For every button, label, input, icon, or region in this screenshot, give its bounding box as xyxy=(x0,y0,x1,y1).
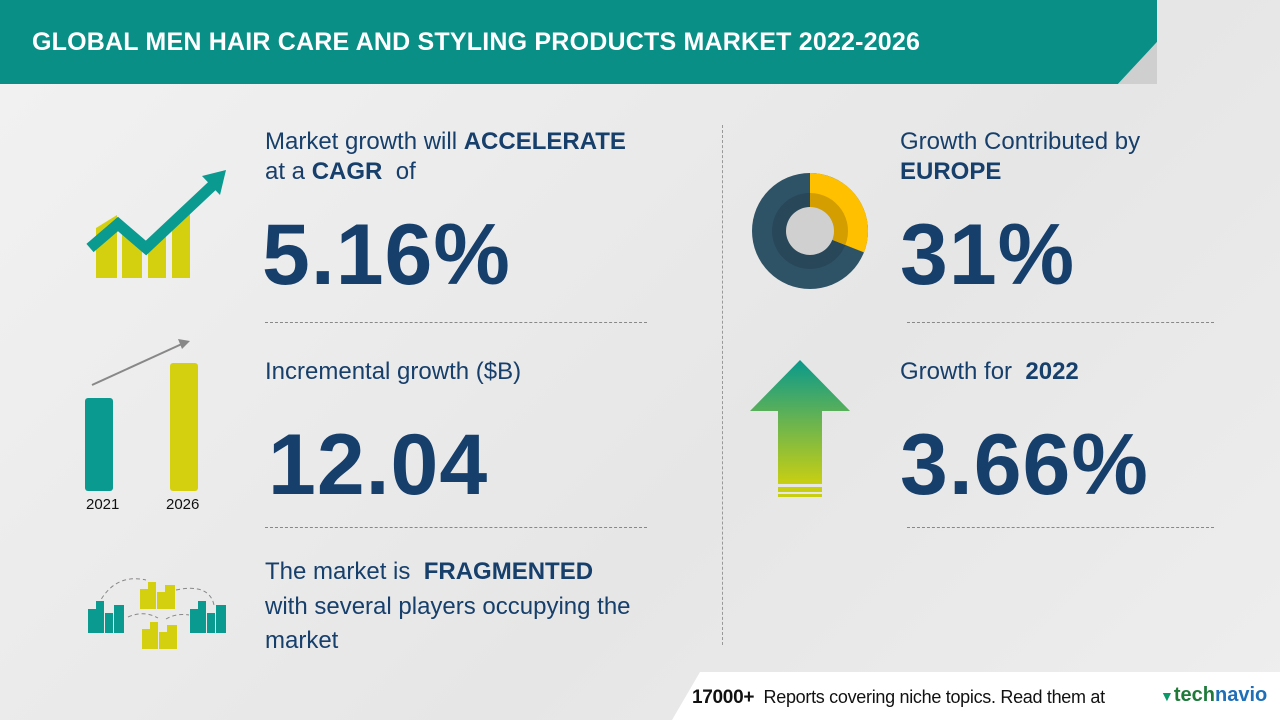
cagr-line1: Market growth will ACCELERATE xyxy=(265,128,626,155)
title-banner xyxy=(0,0,1157,84)
incremental-value: 12.04 xyxy=(268,417,489,513)
fragmented-line3: market xyxy=(265,627,339,654)
bar-year-2021: 2021 xyxy=(86,496,120,513)
technavio-logo[interactable]: ▼technavio xyxy=(1160,684,1268,706)
vertical-divider xyxy=(722,125,723,645)
footer-text: 17000+ Reports covering niche topics. Re… xyxy=(692,687,1105,708)
page-title: GLOBAL MEN HAIR CARE AND STYLING PRODUCT… xyxy=(32,28,921,56)
divider xyxy=(265,322,647,323)
fragmented-line1: The market is FRAGMENTED xyxy=(265,558,594,585)
divider xyxy=(265,527,647,528)
cagr-value: 5.16% xyxy=(262,207,511,303)
region-name: EUROPE xyxy=(900,158,1002,185)
region-value: 31% xyxy=(900,207,1076,303)
yoy-value: 3.66% xyxy=(900,417,1149,513)
growth-chart-icon xyxy=(86,170,226,278)
incremental-bars-icon xyxy=(85,339,198,491)
region-label: Growth Contributed by xyxy=(900,128,1141,155)
incremental-label: Incremental growth ($B) xyxy=(265,358,522,385)
region-donut-icon xyxy=(752,173,868,289)
logo-icon: ▼ xyxy=(1160,688,1174,704)
divider xyxy=(907,322,1214,323)
divider xyxy=(907,527,1214,528)
bar-year-2026: 2026 xyxy=(166,496,200,513)
yoy-label: Growth for 2022 xyxy=(900,358,1079,385)
fragmented-line2: with several players occupying the xyxy=(265,593,631,620)
growth-up-arrow-icon xyxy=(750,360,850,497)
footer-bar xyxy=(672,672,1280,720)
buildings-network-icon xyxy=(88,578,226,649)
cagr-line2: at a CAGR of xyxy=(265,158,416,185)
